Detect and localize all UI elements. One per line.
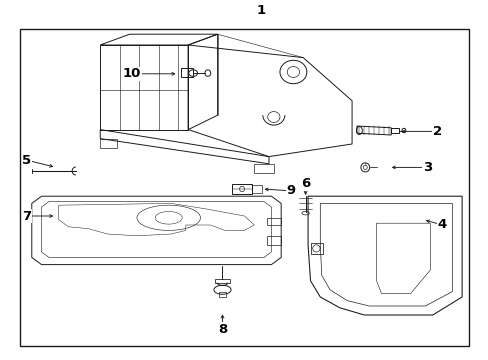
- Text: 6: 6: [301, 177, 309, 190]
- Text: 3: 3: [423, 161, 431, 174]
- Text: 4: 4: [437, 219, 446, 231]
- Text: 5: 5: [22, 154, 31, 167]
- Text: 8: 8: [218, 323, 226, 336]
- Text: 7: 7: [22, 210, 31, 222]
- Text: 9: 9: [286, 184, 295, 197]
- Text: 1: 1: [257, 4, 265, 17]
- Text: 10: 10: [122, 67, 141, 80]
- Bar: [20, 29, 468, 346]
- Text: 2: 2: [432, 125, 441, 138]
